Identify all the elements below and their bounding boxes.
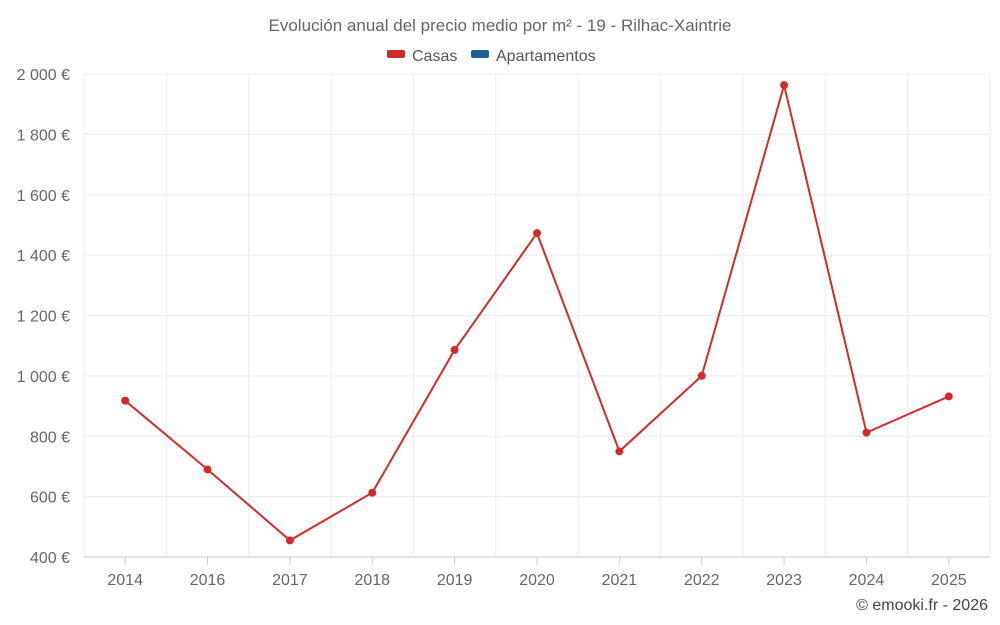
legend-item-apartamentos[interactable]: Apartamentos — [471, 48, 596, 65]
y-tick-label: 600 € — [30, 490, 70, 507]
y-tick-label: 1 400 € — [17, 248, 70, 265]
data-point-casas-2020[interactable] — [533, 229, 541, 238]
data-point-casas-2014[interactable] — [121, 396, 130, 405]
x-tick-label: 2018 — [354, 572, 390, 589]
x-tick-label: 2020 — [519, 572, 555, 589]
legend-label-apartamentos: Apartamentos — [496, 48, 596, 65]
data-point-casas-2023[interactable] — [780, 81, 789, 90]
x-tick-label: 2019 — [437, 572, 473, 589]
credit-text: © emooki.fr - 2026 — [856, 597, 988, 614]
y-axis-ticks: 400 € 600 € 800 € 1 000 € 1 200 € 1 400 € 1 60… — [17, 67, 70, 567]
chart-title: Evolución anual del precio medio por m² … — [269, 16, 732, 35]
x-tick-label: 2023 — [766, 572, 802, 589]
data-point-casas-2025[interactable] — [944, 392, 953, 401]
y-gridlines — [84, 73, 990, 558]
x-tick-label: 2017 — [272, 572, 308, 589]
data-point-casas-2016[interactable] — [203, 465, 212, 474]
data-point-casas-2018[interactable] — [368, 488, 377, 497]
y-tick-label: 1 600 € — [17, 188, 70, 205]
legend: Casas Apartamentos — [387, 48, 596, 65]
legend-swatch-casas — [387, 50, 405, 58]
x-tick-label: 2022 — [684, 572, 720, 589]
y-tick-label: 800 € — [30, 429, 70, 446]
x-axis-ticks: 2014 2016 2017 2018 2019 2020 2021 2022 2023 2024… — [107, 557, 967, 589]
data-point-casas-2021[interactable] — [615, 447, 624, 456]
x-tick-label: 2014 — [107, 572, 143, 589]
data-point-casas-2022[interactable] — [697, 371, 706, 380]
data-point-casas-2017[interactable] — [285, 536, 294, 545]
legend-item-casas[interactable]: Casas — [387, 48, 457, 65]
x-tick-label: 2016 — [190, 572, 226, 589]
x-tick-label: 2024 — [849, 572, 885, 589]
y-tick-label: 400 € — [30, 550, 70, 567]
y-tick-label: 1 200 € — [17, 309, 70, 326]
x-tick-label: 2021 — [602, 572, 638, 589]
y-tick-label: 2 000 € — [17, 67, 70, 84]
x-tick-label: 2025 — [931, 572, 967, 589]
legend-swatch-apartamentos — [471, 50, 489, 58]
x-gridlines — [83, 74, 991, 557]
data-point-casas-2024[interactable] — [862, 428, 871, 437]
legend-label-casas: Casas — [412, 48, 457, 65]
y-tick-label: 1 000 € — [17, 369, 70, 386]
y-tick-label: 1 800 € — [17, 127, 70, 144]
series-casas — [121, 81, 953, 545]
data-point-casas-2019[interactable] — [450, 345, 459, 354]
